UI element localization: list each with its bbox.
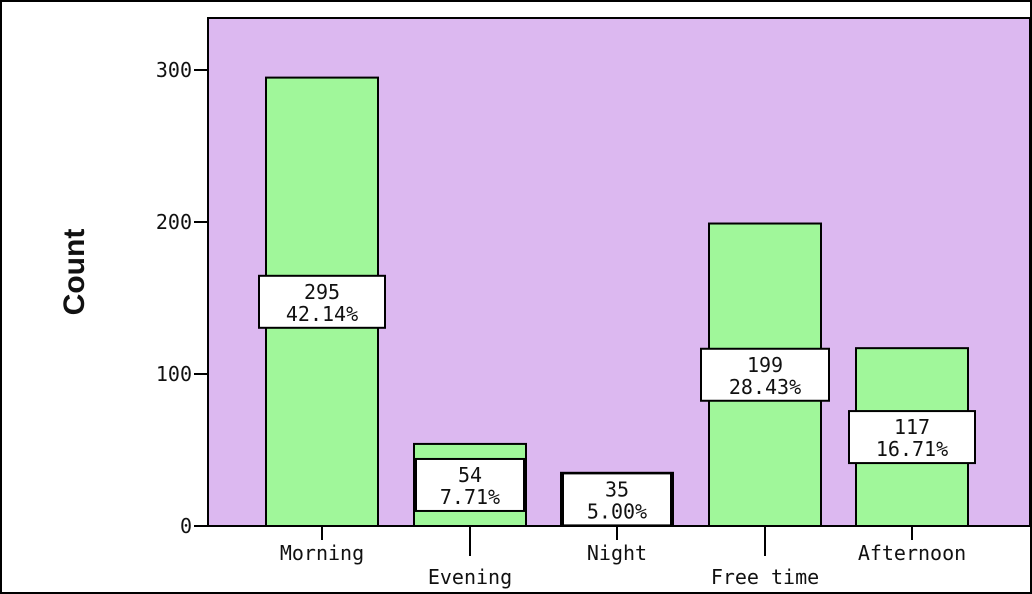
y-tick-label: 300: [156, 58, 192, 82]
y-axis: 0 100 200 300: [156, 58, 208, 538]
bar-label-box: [415, 457, 525, 512]
x-category-label: Free time: [711, 565, 819, 589]
bar-percent-label: 5.00%: [587, 499, 647, 523]
bar-value-label: 117: [894, 415, 930, 439]
bar-label-box: [700, 347, 830, 402]
x-category-label: Afternoon: [858, 541, 966, 565]
x-axis: Morning Evening Night Free time Afternoon: [280, 526, 966, 589]
y-tick-label: 0: [180, 514, 192, 538]
bar-group: 355.00%: [560, 471, 674, 527]
bar-label-box: [258, 274, 386, 329]
bar-value-label: 35: [605, 477, 629, 501]
bar-percent-label: 28.43%: [729, 375, 801, 399]
x-category-label: Evening: [428, 565, 512, 589]
y-tick-label: 100: [156, 362, 192, 386]
y-axis-title: Count: [58, 229, 91, 316]
bar-label-box: [562, 472, 672, 527]
bar-percent-label: 42.14%: [286, 302, 358, 326]
bar-percent-label: 7.71%: [440, 485, 500, 509]
x-category-label: Night: [587, 541, 647, 565]
bar-value-label: 54: [458, 463, 482, 487]
bar-percent-label: 16.71%: [876, 437, 948, 461]
y-tick-label: 200: [156, 210, 192, 234]
x-category-label: Morning: [280, 541, 364, 565]
bar-value-label: 199: [747, 353, 783, 377]
bar-label-box: [848, 410, 976, 465]
bar-group: 547.71%: [413, 442, 527, 528]
bar-value-label: 295: [304, 280, 340, 304]
